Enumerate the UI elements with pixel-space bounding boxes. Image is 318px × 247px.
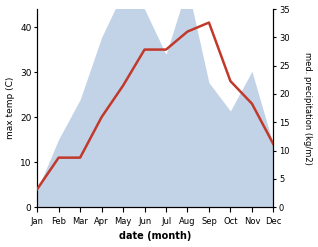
X-axis label: date (month): date (month) xyxy=(119,231,191,242)
Y-axis label: med. precipitation (kg/m2): med. precipitation (kg/m2) xyxy=(303,52,313,165)
Y-axis label: max temp (C): max temp (C) xyxy=(5,77,15,139)
